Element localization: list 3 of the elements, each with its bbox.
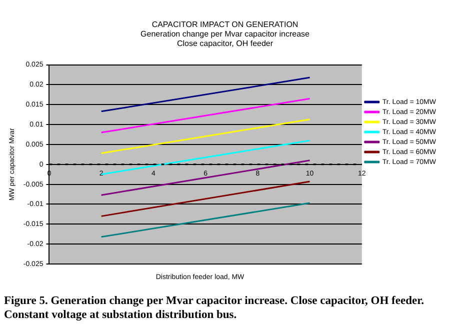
- caption: Figure 5. Generation change per Mvar capacitor increase. Close capacitor, OH feeder. Constant voltage at substation distribution bus.: [4, 294, 425, 322]
- chart-title: CAPACITOR IMPACT ON GENERATION: [152, 20, 298, 30]
- chart-subtitle: Generation change per Mvar capacitor increase Close capacitor, OH feeder: [140, 30, 310, 48]
